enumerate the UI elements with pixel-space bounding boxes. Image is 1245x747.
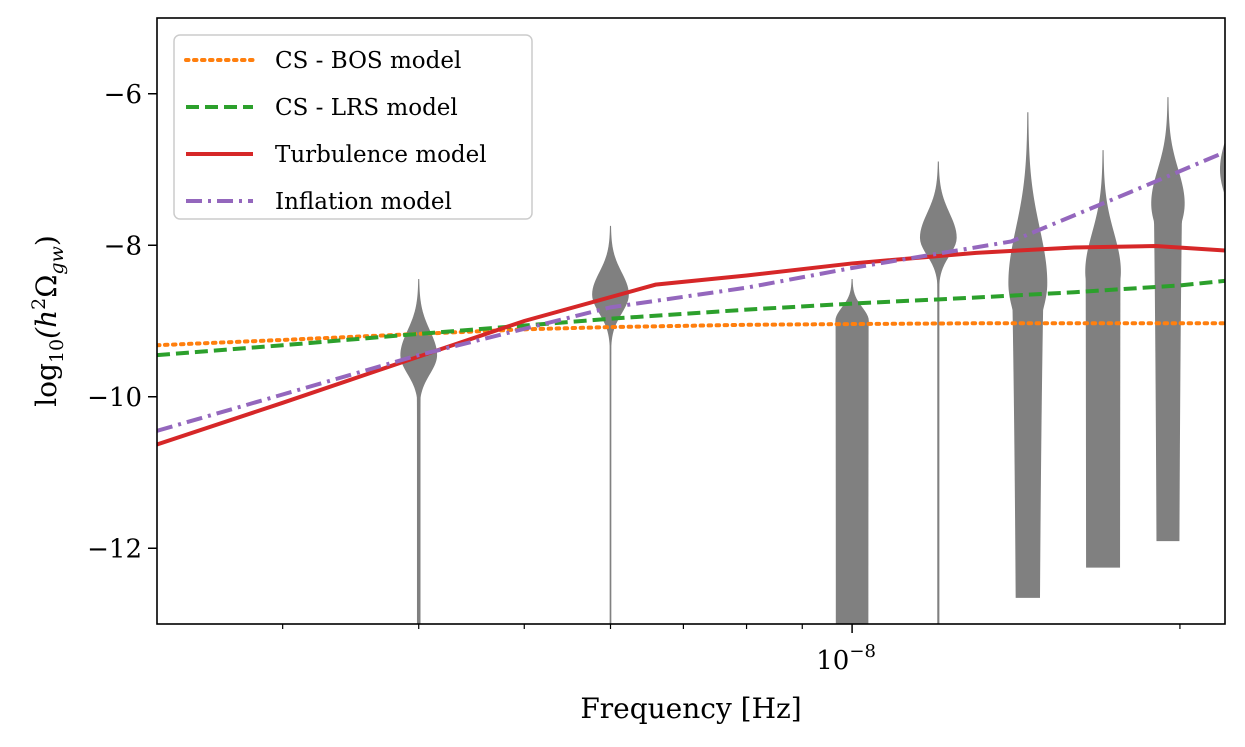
violin-3 bbox=[835, 278, 869, 624]
legend-box bbox=[173, 34, 533, 220]
violin-5 bbox=[1008, 112, 1048, 598]
series-line-2 bbox=[157, 278, 1225, 358]
x-axis-label: Frequency [Hz] bbox=[580, 692, 801, 725]
x-axis: 10−8 bbox=[282, 624, 1181, 676]
violin-8 bbox=[1219, 141, 1225, 275]
legend: CS - BOS model CS - LRS model Turbulence m… bbox=[173, 34, 533, 220]
violin-2 bbox=[592, 225, 629, 624]
legend-label-2: CS - LRS model bbox=[275, 95, 458, 121]
svg-text:log10(h2Ωgw): log10(h2Ωgw) bbox=[28, 235, 68, 407]
violin-1 bbox=[400, 278, 438, 624]
violin-group bbox=[400, 97, 1225, 624]
x-tick-label: 10−8 bbox=[816, 641, 876, 676]
legend-label-4: Inflation model bbox=[275, 189, 452, 215]
y-tick-label: −12 bbox=[87, 534, 142, 564]
y-axis-label: log10(h2Ωgw) bbox=[28, 235, 68, 407]
y-tick-label: −10 bbox=[87, 383, 142, 413]
violin-6 bbox=[1085, 150, 1121, 568]
legend-label-1: CS - BOS model bbox=[275, 48, 461, 74]
y-tick-label: −6 bbox=[104, 80, 142, 110]
violin-7 bbox=[1151, 97, 1185, 542]
plot-frame bbox=[156, 17, 1226, 625]
violin-4 bbox=[919, 161, 957, 624]
legend-label-3: Turbulence model bbox=[275, 142, 487, 168]
series-line-3 bbox=[157, 244, 1225, 447]
y-axis: −6 −8 −10 −12 bbox=[87, 80, 157, 564]
series-line-4 bbox=[157, 150, 1225, 433]
y-tick-label: −8 bbox=[104, 231, 142, 261]
series-group bbox=[157, 150, 1225, 447]
